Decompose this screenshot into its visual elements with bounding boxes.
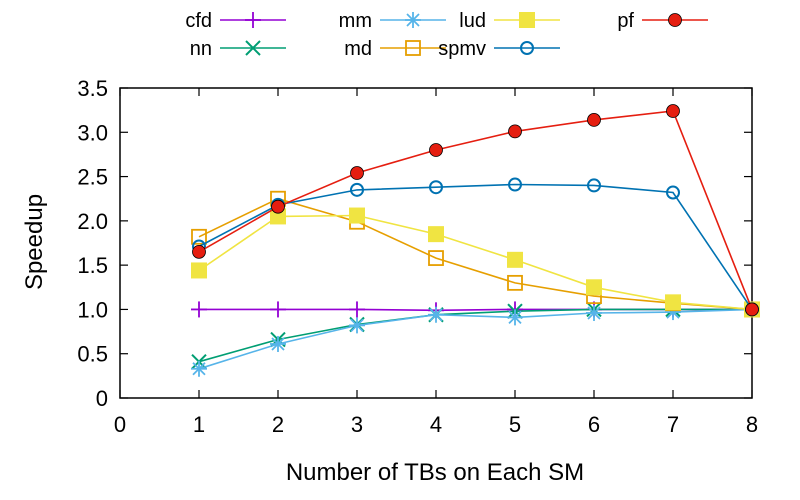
data-point-lud	[665, 294, 681, 311]
series-line-lud	[198, 214, 753, 311]
data-point-cfd	[191, 301, 207, 318]
data-point-md	[191, 228, 207, 245]
x-tick-label: 2	[272, 412, 284, 437]
series-pf	[192, 104, 759, 317]
data-point-mm	[507, 309, 523, 326]
x-tick-label: 5	[509, 412, 521, 437]
legend-label: mm	[339, 10, 372, 32]
data-point-pf	[429, 143, 443, 157]
data-point-lud	[349, 207, 365, 224]
legend-entry-md: md	[344, 38, 446, 60]
legend-label: lud	[459, 10, 486, 32]
y-tick-label: 2.0	[77, 209, 108, 234]
legend-entry-lud: lud	[459, 10, 560, 32]
y-axis-title: Speedup	[21, 194, 48, 290]
y-tick-label: 2.5	[77, 165, 108, 190]
series-line-nn	[198, 308, 752, 363]
data-point-pf	[350, 166, 364, 180]
legend-entry-pf: pf	[617, 10, 708, 32]
data-point-cfd	[270, 301, 286, 318]
series-lud	[191, 207, 760, 318]
plot-axes: 0 1 2 3 4 5 6 7 8 0 0.5 1.0 1.5 2.0 2.5 3.0 3.5	[77, 76, 758, 437]
legend-marker	[668, 13, 682, 27]
data-point-md	[428, 250, 444, 266]
data-point-mm	[349, 317, 365, 334]
data-point-lud	[586, 279, 602, 296]
x-tick-label: 0	[114, 412, 126, 437]
legend-entry-mm: mm	[339, 10, 446, 32]
data-point-pf	[587, 112, 601, 127]
legend: cfd nn mm md lud spmv pf	[185, 10, 708, 60]
legend-marker	[520, 41, 534, 55]
data-point-pf	[192, 244, 206, 259]
data-point-spmv	[508, 177, 522, 192]
data-point-spmv	[350, 182, 364, 197]
legend-marker	[405, 40, 421, 56]
x-tick-label: 1	[193, 412, 205, 437]
series-line-pf	[198, 110, 753, 310]
x-tick-label: 3	[351, 412, 363, 437]
data-point-spmv	[429, 180, 443, 195]
data-point-spmv	[587, 178, 601, 193]
data-point-lud	[507, 251, 523, 268]
x-axis-title: Number of TBs on Each SM	[286, 459, 584, 486]
data-point-pf	[745, 302, 759, 317]
data-point-mm	[586, 304, 602, 321]
data-point-md	[507, 274, 523, 291]
data-point-cfd	[349, 301, 365, 318]
legend-entry-nn: nn	[190, 38, 286, 60]
legend-label: pf	[617, 10, 634, 32]
data-point-mm	[270, 335, 286, 352]
y-tick-label: 0.5	[77, 342, 108, 367]
x-tick-label: 4	[430, 412, 442, 437]
y-tick-label: 1.0	[77, 297, 108, 322]
y-tick-label: 3.5	[77, 76, 108, 101]
data-point-spmv	[666, 185, 680, 200]
legend-label: md	[344, 38, 372, 60]
legend-marker	[245, 12, 261, 28]
data-point-lud	[191, 262, 207, 279]
y-tick-label: 1.5	[77, 253, 108, 278]
series-line-spmv	[198, 183, 753, 310]
legend-marker	[519, 12, 535, 28]
data-point-lud	[428, 226, 444, 243]
legend-label: spmv	[438, 38, 486, 60]
legend-entry-cfd: cfd	[185, 10, 286, 32]
data-point-mm	[191, 360, 207, 377]
legend-marker	[245, 40, 261, 56]
data-point-mm	[428, 306, 444, 323]
x-tick-label: 7	[667, 412, 679, 437]
legend-marker	[405, 12, 421, 28]
legend-label: nn	[190, 38, 212, 60]
y-tick-label: 0	[96, 386, 108, 411]
data-point-pf	[508, 124, 522, 139]
data-point-pf	[271, 199, 285, 214]
y-tick-label: 3.0	[77, 120, 108, 145]
legend-entry-spmv: spmv	[438, 38, 560, 60]
series-line-mm	[198, 308, 753, 370]
series-layer	[191, 104, 760, 377]
x-tick-label: 8	[746, 412, 758, 437]
series-mm	[191, 301, 760, 377]
x-tick-label: 6	[588, 412, 600, 437]
legend-label: cfd	[185, 10, 212, 32]
data-point-pf	[666, 104, 680, 118]
